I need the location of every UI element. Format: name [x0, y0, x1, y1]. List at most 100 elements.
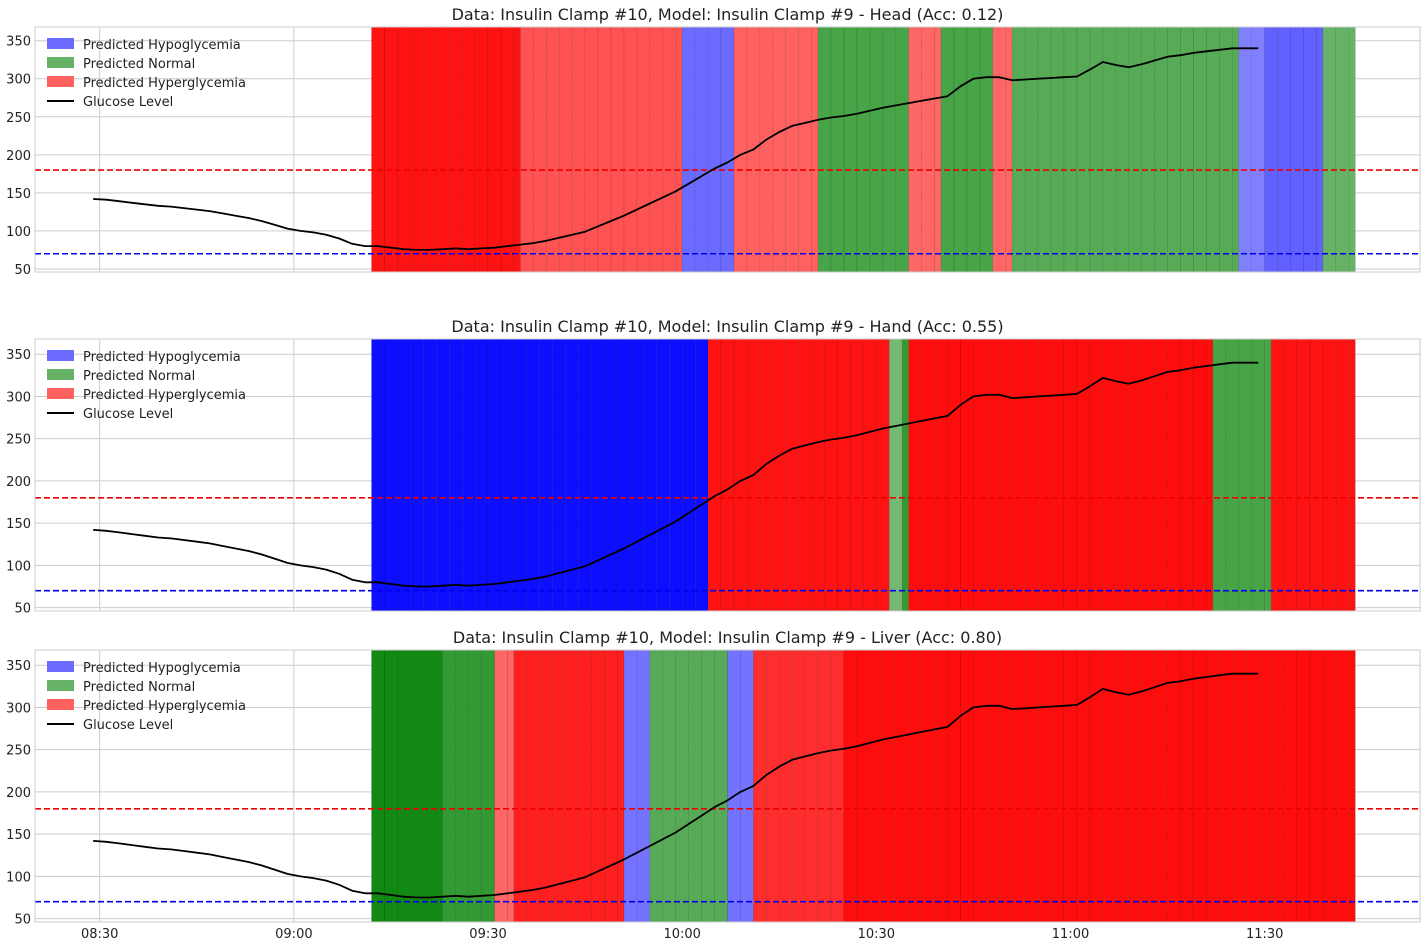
y-tick-label: 50 [14, 602, 31, 617]
prediction-strip [494, 649, 508, 923]
prediction-strip [636, 649, 651, 923]
prediction-strip [1322, 649, 1337, 923]
prediction-strip [1309, 649, 1324, 923]
prediction-strip [966, 26, 981, 273]
prediction-strip [1290, 26, 1304, 273]
prediction-strip [921, 26, 935, 273]
y-tick-label: 200 [6, 149, 31, 164]
x-tick-label: 11:00 [1052, 927, 1089, 942]
prediction-strip [1167, 26, 1181, 273]
legend: Predicted Hypoglycemia Predicted Normal Pr… [47, 661, 246, 733]
prediction-strip [1005, 26, 1013, 273]
prediction-strip [856, 649, 871, 923]
x-tick-label: 09:00 [275, 927, 312, 942]
prediction-strip [973, 649, 987, 923]
prediction-strip [882, 649, 897, 923]
prediction-band-hyper [908, 338, 1214, 612]
legend-swatch [47, 57, 74, 68]
prediction-strip [461, 26, 476, 273]
prediction-strip [947, 649, 961, 923]
subplot-title: Data: Insulin Clamp #10, Model: Insulin … [451, 317, 1003, 336]
prediction-strip [1180, 26, 1194, 273]
prediction-strip [675, 649, 689, 923]
prediction-band-normal [1212, 338, 1272, 612]
prediction-strip [1128, 338, 1143, 612]
prediction-strip [1251, 26, 1265, 273]
prediction-strip [720, 338, 735, 612]
prediction-strip [384, 338, 398, 612]
legend-label: Glucose Level [83, 95, 173, 110]
prediction-band-normal [442, 649, 495, 923]
prediction-strip [397, 338, 411, 612]
prediction-strip [1251, 338, 1265, 612]
prediction-strip [371, 649, 385, 923]
prediction-strip [707, 338, 722, 612]
prediction-strip [649, 26, 664, 273]
prediction-strip [1128, 649, 1143, 923]
prediction-band-hypo [727, 649, 754, 923]
prediction-band-hyper [494, 649, 515, 923]
prediction-strip [435, 338, 450, 612]
prediction-strip [1296, 338, 1311, 612]
legend-label: Glucose Level [83, 407, 173, 422]
prediction-strip [1309, 338, 1324, 612]
prediction-strip [999, 338, 1013, 612]
subplot-1: 50 100 150 200 250 300 350 Data: Insulin Clamp … [6, 5, 1421, 278]
prediction-strip [1238, 338, 1253, 612]
x-tick-label: 08:30 [81, 927, 118, 942]
legend-swatch [47, 661, 74, 672]
prediction-strip [694, 338, 709, 612]
prediction-strip [1232, 26, 1240, 273]
prediction-strip [481, 649, 495, 923]
prediction-strip [811, 26, 819, 273]
prediction-strip [578, 649, 592, 923]
prediction-strip [533, 26, 547, 273]
prediction-strip [435, 26, 450, 273]
prediction-strip [908, 338, 922, 612]
x-tick-label: 11:30 [1246, 927, 1283, 942]
prediction-strip [1193, 26, 1207, 273]
prediction-strip [772, 338, 787, 612]
prediction-strip [1011, 338, 1026, 612]
prediction-strip [1335, 338, 1350, 612]
prediction-strip [630, 338, 644, 612]
legend: Predicted Hypoglycemia Predicted Normal Pr… [47, 350, 246, 422]
prediction-strip [610, 26, 625, 273]
prediction-strip [850, 338, 864, 612]
prediction-strip [1037, 338, 1052, 612]
prediction-strip [423, 338, 437, 612]
prediction-strip [1167, 649, 1181, 923]
prediction-band-hyper [733, 26, 819, 273]
prediction-band-hyper [1270, 338, 1356, 612]
y-tick-label: 200 [6, 786, 31, 801]
prediction-strip [824, 338, 838, 612]
y-tick-label: 150 [6, 517, 31, 532]
prediction-strip [1206, 26, 1220, 273]
prediction-strip [772, 26, 787, 273]
prediction-band-hypo [371, 338, 709, 612]
x-tick-label: 09:30 [469, 927, 506, 942]
prediction-strip [888, 338, 903, 612]
prediction-strip [513, 338, 528, 612]
y-tick-label: 350 [6, 35, 31, 50]
prediction-strip [1076, 649, 1091, 923]
glucose-level-line [93, 361, 1259, 588]
prediction-strip [1238, 26, 1253, 273]
prediction-strip [474, 338, 489, 612]
prediction-band-normal [1322, 26, 1356, 273]
prediction-strip [876, 338, 890, 612]
y-tick-label: 250 [6, 111, 31, 126]
legend-swatch [47, 699, 74, 710]
prediction-strip [843, 649, 858, 923]
legend: Predicted Hypoglycemia Predicted Normal Pr… [47, 38, 246, 110]
prediction-strip [1335, 649, 1350, 923]
prediction-strip [384, 649, 398, 923]
prediction-strip [1316, 26, 1324, 273]
prediction-strip [811, 338, 825, 612]
y-tick-label: 100 [6, 559, 31, 574]
prediction-strip [1244, 649, 1259, 923]
prediction-strip [953, 26, 968, 273]
prediction-strip [830, 649, 845, 923]
prediction-band-hypo [623, 649, 651, 923]
